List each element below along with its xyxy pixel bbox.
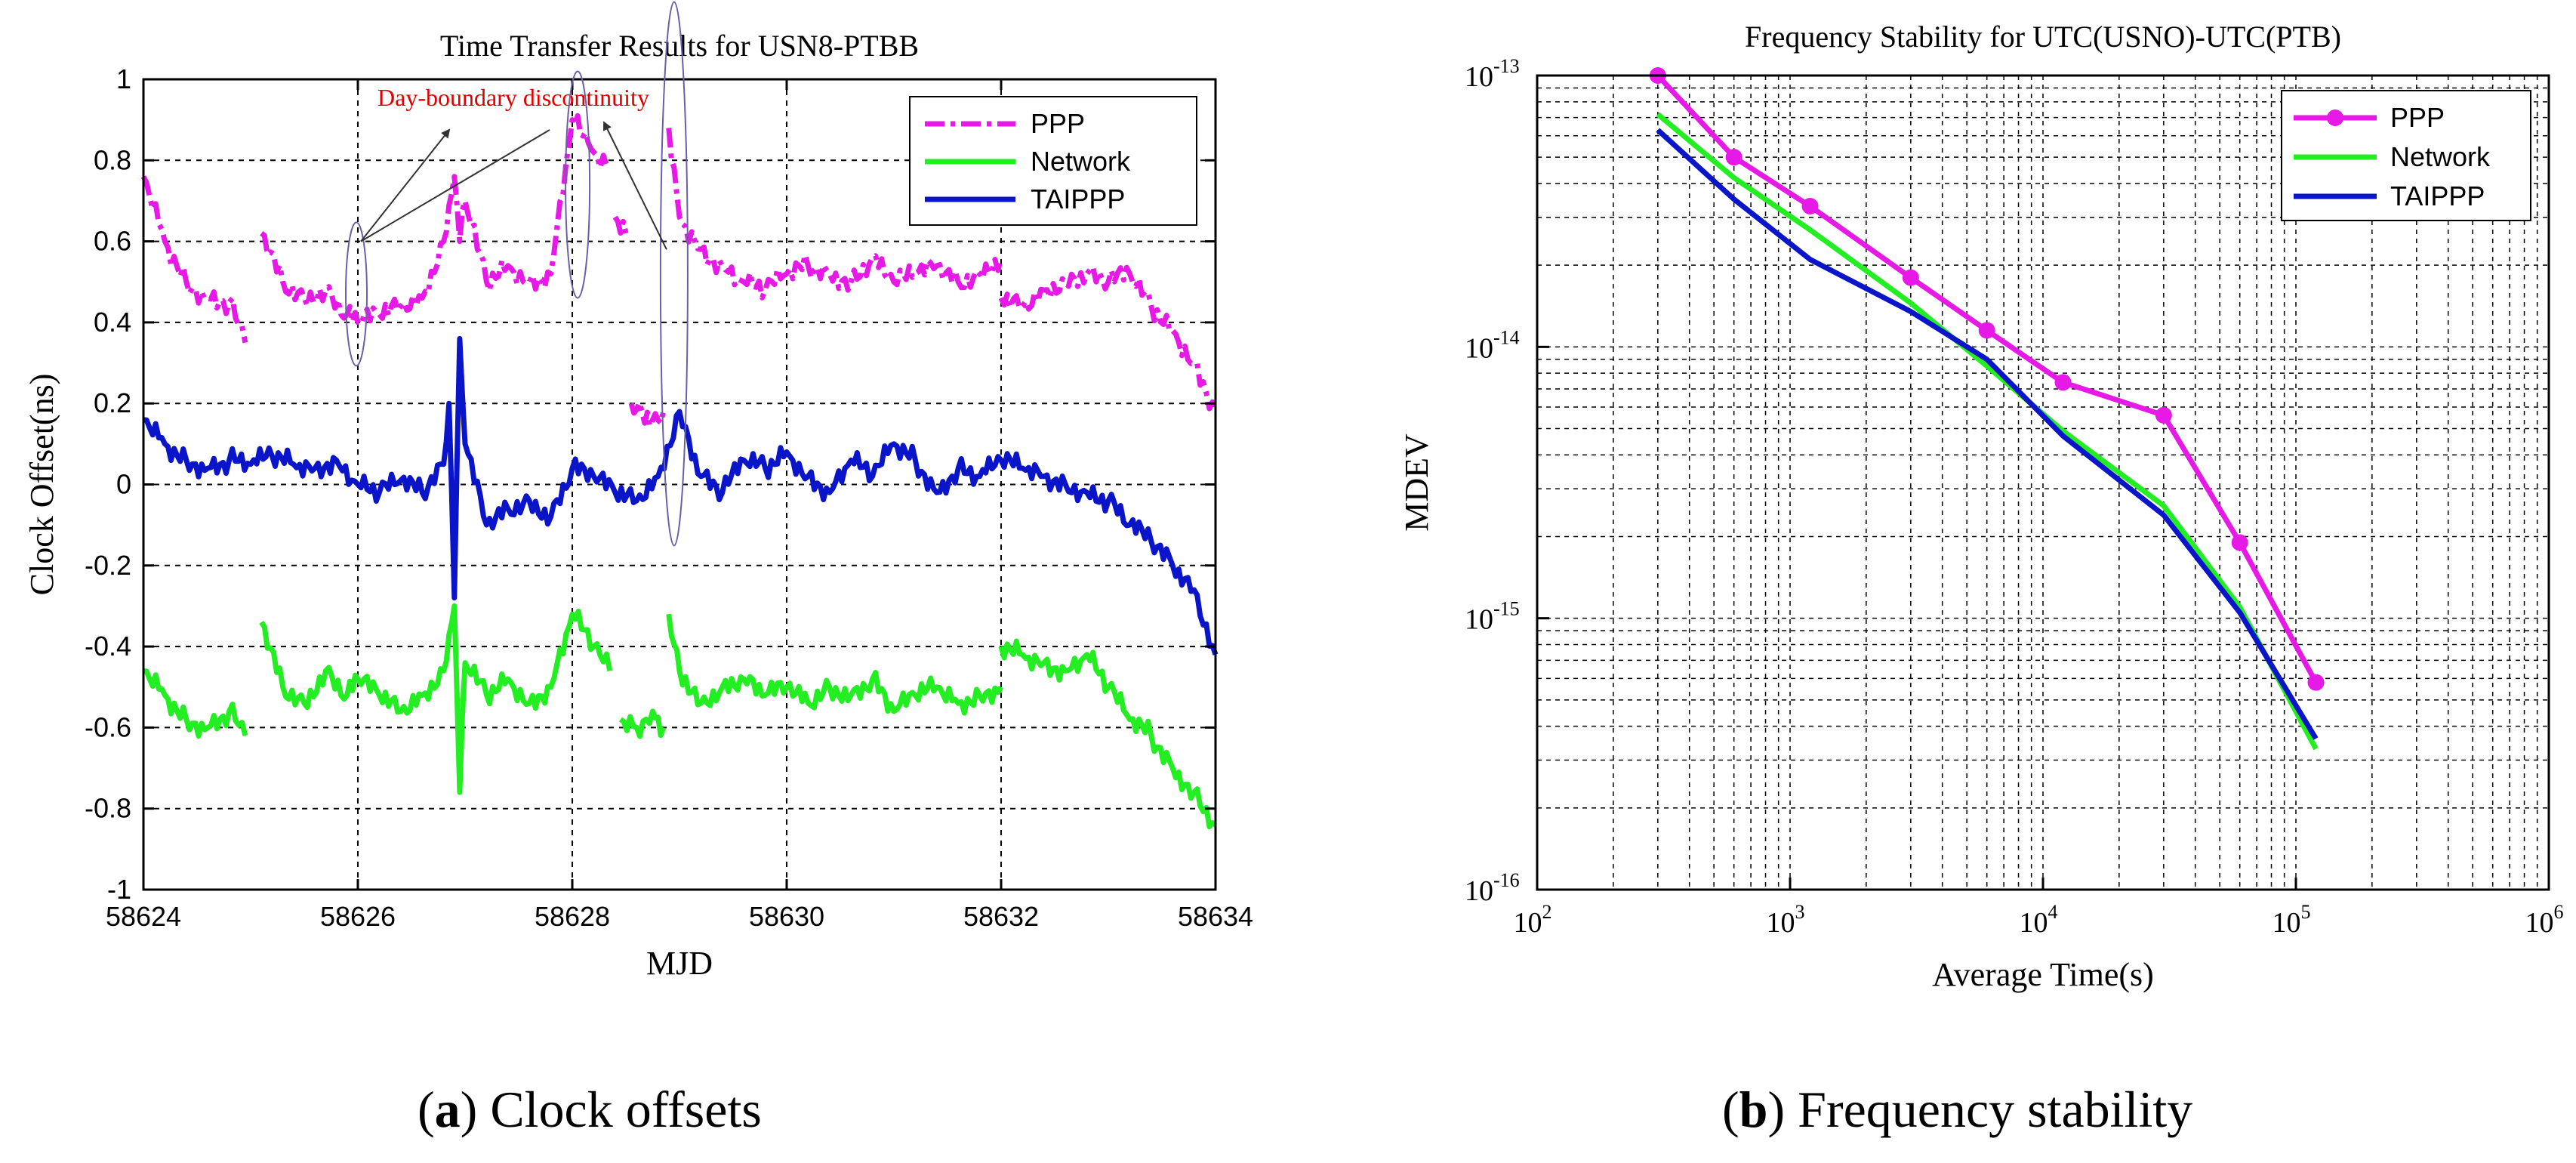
x-tick-label: 58626 xyxy=(320,901,396,932)
legend-label: TAIPPP xyxy=(1031,184,1125,214)
legend-label: Network xyxy=(1031,146,1131,177)
y-axis-label: MDEV xyxy=(1398,433,1435,532)
panel-clock-offsets: 58624 58626 58628 58630 58632 58634 -1 -0.8 -0.6… xyxy=(23,1,1253,1138)
x-tick-label: 102 xyxy=(1514,901,1552,939)
y-tick-label: -0.4 xyxy=(85,631,131,662)
legend-marker-ppp xyxy=(2327,110,2343,126)
series-line-network xyxy=(259,603,613,795)
y-tick-label: 0.4 xyxy=(94,307,131,338)
caption-b-text: Frequency stability xyxy=(1785,1081,2193,1138)
series-line-ppp xyxy=(998,264,1219,412)
discontinuity-ellipse xyxy=(345,221,368,367)
annotation-arrow xyxy=(360,129,550,242)
x-tick-label: 103 xyxy=(1767,901,1805,939)
annotation-text: Day-boundary discontinuity xyxy=(377,84,649,111)
x-axis-label: MJD xyxy=(646,945,713,982)
y-tick-label: -1 xyxy=(107,874,131,905)
legend-label: TAIPPP xyxy=(2390,180,2485,211)
data-point-ppp xyxy=(1902,269,1919,286)
y-axis-label: Clock Offset(ns) xyxy=(23,374,60,596)
x-tick-label: 104 xyxy=(2020,901,2058,939)
series-line-network xyxy=(618,708,667,739)
data-point-ppp xyxy=(1978,322,1995,339)
data-point-ppp xyxy=(2155,406,2172,424)
legend-label: Network xyxy=(2390,141,2491,172)
x-tick-label: 58632 xyxy=(963,901,1039,932)
caption-a: (a) Clock offsets xyxy=(418,1081,762,1138)
x-tick-label: 58624 xyxy=(106,901,181,932)
panel-frequency-stability: 102 103 104 105 106 10-13 10-14 10-15 10-16 Frequ… xyxy=(1288,0,2576,1163)
chart-title: Frequency Stability for UTC(USNO)-UTC(PT… xyxy=(1745,20,2341,54)
y-tick-label: -0.6 xyxy=(85,711,131,742)
discontinuity-ellipse xyxy=(565,70,591,299)
series-line-network xyxy=(143,668,248,739)
data-point-ppp xyxy=(2307,674,2325,691)
legend-label: PPP xyxy=(1031,108,1085,139)
x-tick-label: 58634 xyxy=(1178,901,1253,932)
discontinuity-ellipse xyxy=(659,1,689,547)
y-tick-label: 10-15 xyxy=(1465,598,1520,636)
y-tick-label: 1 xyxy=(116,63,131,94)
series-line-network xyxy=(998,638,1217,830)
x-tick-label: 105 xyxy=(2272,901,2311,939)
data-point-ppp xyxy=(2231,534,2248,551)
caption-a-text: Clock offsets xyxy=(477,1081,762,1138)
series-line-taippp xyxy=(1656,128,2319,740)
caption-a-letter: a xyxy=(434,1081,461,1138)
series-line-ppp xyxy=(260,113,612,328)
y-tick-label: 0.8 xyxy=(94,144,131,175)
series-line-ppp xyxy=(140,175,248,344)
series-line-network xyxy=(1656,112,2319,751)
series-line-ppp xyxy=(666,128,1004,301)
y-tick-label: -0.8 xyxy=(85,793,131,824)
y-tick-label: 10-13 xyxy=(1465,55,1520,93)
y-tick-label: -0.2 xyxy=(85,550,131,581)
chart-title: Time Transfer Results for USN8-PTBB xyxy=(440,29,919,63)
x-axis-label: Average Time(s) xyxy=(1932,956,2154,993)
y-tick-label: 10-16 xyxy=(1465,869,1520,907)
data-point-ppp xyxy=(1725,149,1742,166)
frequency-stability-chart: 102 103 104 105 106 10-13 10-14 10-15 10-16 Frequ… xyxy=(1398,20,2564,993)
x-tick-label: 58630 xyxy=(749,901,824,932)
series-line-ppp xyxy=(628,399,667,429)
legend-label: PPP xyxy=(2390,102,2445,133)
caption-b: (b) Frequency stability xyxy=(1722,1081,2193,1138)
y-tick-label: 0.6 xyxy=(94,226,131,257)
annotation-arrow xyxy=(360,128,451,242)
annotation-arrow xyxy=(603,121,667,250)
y-tick-label: 0.2 xyxy=(94,387,131,418)
series-line-taippp xyxy=(143,335,1219,656)
x-tick-label: 106 xyxy=(2525,901,2564,939)
series-line-ppp xyxy=(612,215,629,236)
y-tick-label: 10-14 xyxy=(1465,326,1520,364)
data-point-ppp xyxy=(2054,374,2072,391)
clock-offset-chart: 58624 58626 58628 58630 58632 58634 -1 -0.8 -0.6… xyxy=(23,1,1253,982)
y-tick-label: 0 xyxy=(116,469,131,500)
data-point-ppp xyxy=(1801,198,1819,215)
x-tick-label: 58628 xyxy=(535,901,610,932)
series-line-network xyxy=(666,613,1004,716)
caption-b-letter: b xyxy=(1739,1081,1768,1138)
